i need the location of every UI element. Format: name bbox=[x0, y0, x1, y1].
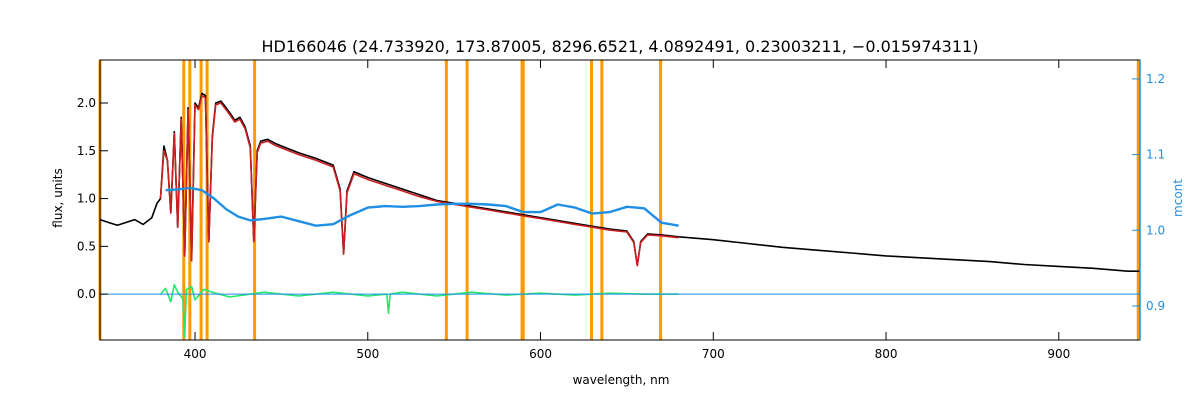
y-tick-label-1: 0.5 bbox=[77, 239, 96, 253]
y2-tick-label-2: 1.1 bbox=[1146, 148, 1165, 162]
x-tick-label-3: 700 bbox=[702, 347, 725, 361]
y-axis-left: 0.0 0.5 1.0 1.5 2.0 bbox=[77, 96, 108, 301]
y2-tick-label-3: 1.2 bbox=[1146, 72, 1165, 86]
x-axis-label: wavelength, nm bbox=[573, 373, 670, 387]
y-tick-label-3: 1.5 bbox=[77, 144, 96, 158]
x-tick-label-1: 500 bbox=[356, 347, 379, 361]
x-axis: 400 500 600 700 800 900 bbox=[184, 60, 1070, 361]
y-axis-right: 0.9 1.0 1.1 1.2 bbox=[1132, 60, 1165, 340]
x-tick-label-2: 600 bbox=[529, 347, 552, 361]
chart-title: HD166046 (24.733920, 173.87005, 8296.652… bbox=[262, 37, 979, 56]
y2-tick-label-1: 1.0 bbox=[1146, 223, 1165, 237]
x-tick-label-4: 800 bbox=[875, 347, 898, 361]
series-model bbox=[159, 94, 679, 267]
y2-tick-label-0: 0.9 bbox=[1146, 299, 1165, 313]
x-tick-label-5: 900 bbox=[1047, 347, 1070, 361]
y-tick-label-2: 1.0 bbox=[77, 192, 96, 206]
y2-axis-label: mcont bbox=[1171, 179, 1185, 217]
x-tick-label-0: 400 bbox=[184, 347, 207, 361]
y-tick-label-4: 2.0 bbox=[77, 96, 96, 110]
series-mcont bbox=[165, 186, 679, 227]
plot-content bbox=[98, 60, 1140, 340]
y-axis-label: flux, units bbox=[51, 168, 65, 227]
y-tick-label-0: 0.0 bbox=[77, 287, 96, 301]
